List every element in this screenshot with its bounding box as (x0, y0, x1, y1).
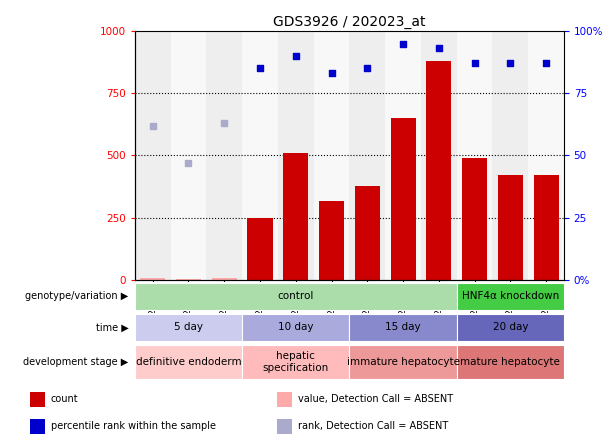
Text: mature hepatocyte: mature hepatocyte (460, 357, 560, 367)
Point (327, 70, 337, 77)
Point (291, 52, 301, 59)
Point (434, 45, 444, 52)
Bar (528, 31, 564, 280)
Bar (248, 218, 273, 280)
Text: 5 day: 5 day (174, 322, 203, 333)
Bar (211, 278, 237, 280)
Bar (498, 175, 523, 280)
Bar (457, 345, 564, 379)
Text: definitive endoderm: definitive endoderm (135, 357, 242, 367)
Bar (30, 419, 45, 433)
Text: value, Detection Call = ABSENT: value, Detection Call = ABSENT (298, 394, 453, 404)
Bar (426, 61, 451, 280)
Bar (277, 392, 292, 407)
Text: 15 day: 15 day (385, 322, 421, 333)
Text: genotype/variation ▶: genotype/variation ▶ (26, 291, 129, 301)
Bar (135, 31, 170, 280)
Text: control: control (278, 291, 314, 301)
Text: development stage ▶: development stage ▶ (23, 357, 129, 367)
Text: percentile rank within the sample: percentile rank within the sample (50, 421, 216, 431)
Bar (457, 31, 492, 280)
Bar (140, 278, 166, 280)
Text: rank, Detection Call = ABSENT: rank, Detection Call = ABSENT (298, 421, 448, 431)
Bar (390, 118, 416, 280)
Text: 20 day: 20 day (493, 322, 528, 333)
Bar (30, 392, 45, 407)
Text: time ▶: time ▶ (96, 322, 129, 333)
Point (219, 119, 229, 127)
Bar (207, 31, 242, 280)
Point (362, 65, 372, 72)
Title: GDS3926 / 202023_at: GDS3926 / 202023_at (273, 15, 425, 29)
Bar (135, 313, 242, 341)
Point (184, 159, 194, 166)
Text: hepatic
specification: hepatic specification (262, 351, 329, 373)
Point (470, 60, 479, 67)
Bar (170, 31, 207, 280)
Text: 10 day: 10 day (278, 322, 313, 333)
Bar (242, 313, 349, 341)
Point (505, 60, 515, 67)
Bar (492, 31, 528, 280)
Point (148, 122, 158, 129)
Bar (462, 158, 487, 280)
Bar (283, 153, 308, 280)
Bar (314, 31, 349, 280)
Bar (135, 345, 242, 379)
Point (255, 65, 265, 72)
Bar (242, 31, 278, 280)
Bar (277, 419, 292, 433)
Text: count: count (50, 394, 78, 404)
Point (541, 60, 551, 67)
Bar (533, 175, 558, 280)
Bar (278, 31, 314, 280)
Bar (385, 31, 421, 280)
Bar (457, 282, 564, 310)
Bar (421, 31, 457, 280)
Text: immature hepatocyte: immature hepatocyte (346, 357, 460, 367)
Point (398, 40, 408, 47)
Bar (242, 345, 349, 379)
Bar (349, 31, 385, 280)
Bar (319, 202, 344, 280)
Bar (355, 186, 380, 280)
Bar (135, 282, 457, 310)
Bar (457, 313, 564, 341)
Bar (349, 313, 457, 341)
Text: HNF4α knockdown: HNF4α knockdown (462, 291, 559, 301)
Bar (176, 279, 201, 280)
Bar (349, 345, 457, 379)
